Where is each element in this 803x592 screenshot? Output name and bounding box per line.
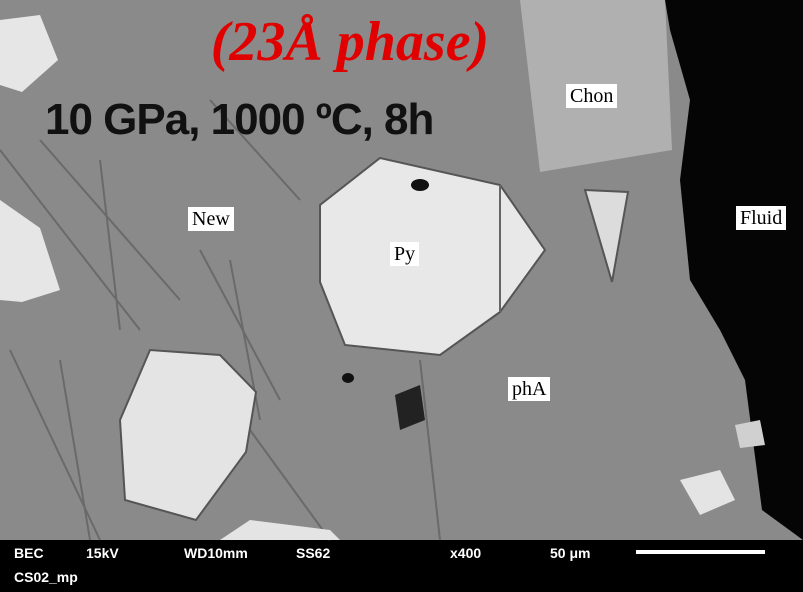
label: Chon: [566, 84, 617, 108]
info-text: CS02_mp: [14, 569, 78, 585]
info-text: 50 μm: [550, 545, 590, 561]
label: phA: [508, 377, 550, 401]
info-text: WD10mm: [184, 545, 248, 561]
condition: 10 GPa, 1000 ºC, 8h: [45, 95, 433, 145]
sem-image: [0, 0, 803, 592]
pore: [411, 179, 429, 191]
title: (23Å phase): [0, 10, 700, 74]
label: Fluid: [736, 206, 786, 230]
pore: [342, 373, 354, 383]
info-text: BEC: [14, 545, 44, 561]
info-text: x400: [450, 545, 481, 561]
grain: [735, 420, 765, 448]
label: Py: [390, 242, 419, 266]
info-text: 15kV: [86, 545, 119, 561]
sem-screenshot: (23Å phase) 10 GPa, 1000 ºC, 8h Chon New…: [0, 0, 803, 592]
label: New: [188, 207, 234, 231]
info-text: SS62: [296, 545, 330, 561]
